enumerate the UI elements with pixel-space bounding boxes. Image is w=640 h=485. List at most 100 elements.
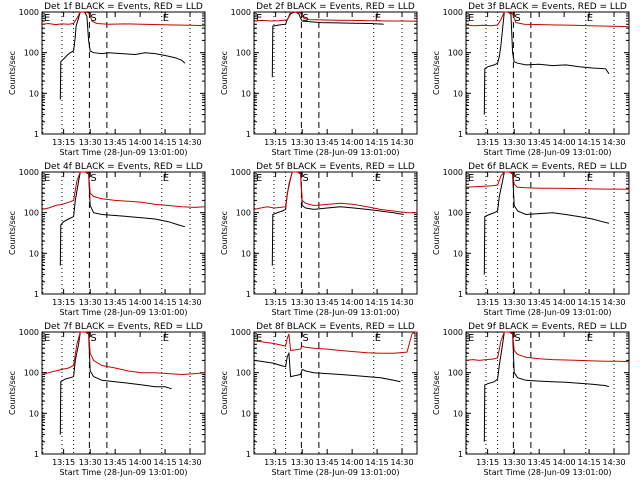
panel-det-4: Det 4f BLACK = Events, RED = LLD 1 10 100 10…: [8, 162, 206, 317]
marker-label: S: [302, 333, 308, 344]
y-tick-label: 10: [241, 409, 251, 418]
x-tick-label: 14:00: [553, 298, 576, 307]
x-tick-label: 14:30: [390, 298, 413, 307]
y-tick-label: 1000: [443, 8, 463, 17]
x-tick-label: 14:30: [390, 138, 413, 147]
marker-label: E: [468, 13, 474, 24]
x-tick-label: 13:45: [104, 138, 127, 147]
y-axis-label: Counts/sec: [220, 211, 229, 255]
panel-det-6: Det 6f BLACK = Events, RED = LLD 1 10 100 10…: [432, 162, 630, 317]
x-tick-label: 13:30: [79, 298, 102, 307]
panel-title: Det 8f BLACK = Events, RED = LLD: [256, 322, 415, 332]
panel-title: Det 7f BLACK = Events, RED = LLD: [44, 322, 203, 332]
marker-label: E: [587, 333, 593, 344]
series-events-line: [59, 11, 186, 100]
marker-label: S: [514, 333, 520, 344]
marker-label: E: [375, 333, 381, 344]
plot-frame: [465, 331, 630, 455]
y-tick-label: 1000: [19, 8, 39, 17]
x-tick-label: 14:30: [602, 298, 625, 307]
plot-frame: [253, 331, 418, 455]
plot-frame: [253, 11, 418, 135]
x-tick-label: 14:30: [178, 458, 201, 467]
y-axis-label: Counts/sec: [8, 371, 17, 415]
x-tick-label: 13:30: [291, 138, 314, 147]
series-lld-line: [465, 11, 630, 28]
x-tick-label: 14:15: [366, 298, 389, 307]
series-events-line: [253, 351, 401, 383]
y-tick-label: 10: [453, 409, 463, 418]
x-tick-label: 14:00: [129, 298, 152, 307]
x-axis-label: Start Time (28-Jun-09 13:01:00): [272, 468, 400, 477]
y-tick-label: 1: [34, 130, 39, 139]
plot-frame: [465, 11, 630, 135]
series-events-line: [483, 11, 610, 115]
y-tick-label: 10: [241, 89, 251, 98]
plot-frame: [41, 11, 206, 135]
x-tick-label: 14:00: [341, 298, 364, 307]
series-events-line: [271, 171, 404, 266]
series-events-line: [59, 331, 172, 435]
series-events-line: [59, 171, 186, 266]
y-tick-label: 100: [448, 49, 463, 58]
series-lld-line: [41, 11, 206, 27]
x-tick-label: 13:45: [528, 138, 551, 147]
x-tick-label: 14:00: [129, 138, 152, 147]
series-events-line: [271, 11, 384, 78]
x-axis-label: Start Time (28-Jun-09 13:01:00): [272, 308, 400, 317]
plot-frame: [41, 171, 206, 295]
marker-label: E: [163, 173, 169, 184]
x-axis-label: Start Time (28-Jun-09 13:01:00): [60, 468, 188, 477]
x-tick-label: 13:30: [79, 138, 102, 147]
y-tick-label: 10: [453, 249, 463, 258]
series-lld-line: [465, 331, 630, 363]
panel-title: Det 6f BLACK = Events, RED = LLD: [468, 162, 627, 172]
marker-label: S: [90, 173, 96, 184]
y-tick-label: 1000: [231, 168, 251, 177]
x-tick-label: 13:30: [291, 298, 314, 307]
y-tick-label: 1: [246, 450, 251, 459]
y-axis-label: Counts/sec: [432, 371, 441, 415]
marker-label: S: [302, 173, 308, 184]
panel-title: Det 4f BLACK = Events, RED = LLD: [44, 162, 203, 172]
marker-label: S: [514, 173, 520, 184]
x-axis-label: Start Time (28-Jun-09 13:01:00): [60, 148, 188, 157]
x-axis-label: Start Time (28-Jun-09 13:01:00): [272, 148, 400, 157]
y-axis-label: Counts/sec: [432, 51, 441, 95]
y-tick-label: 1: [246, 130, 251, 139]
x-tick-label: 13:45: [316, 298, 339, 307]
y-tick-label: 100: [24, 209, 39, 218]
y-tick-label: 1000: [19, 328, 39, 337]
x-tick-label: 13:15: [476, 138, 499, 147]
marker-label: S: [90, 333, 96, 344]
y-tick-label: 1: [458, 130, 463, 139]
marker-label: E: [44, 173, 50, 184]
series-lld-line: [253, 331, 417, 354]
x-axis-label: Start Time (28-Jun-09 13:01:00): [484, 148, 612, 157]
marker-label: E: [468, 333, 474, 344]
x-tick-label: 13:30: [503, 458, 526, 467]
y-tick-label: 1: [34, 290, 39, 299]
x-tick-label: 13:15: [476, 298, 499, 307]
y-tick-label: 100: [236, 209, 251, 218]
y-tick-label: 1000: [443, 168, 463, 177]
marker-label: E: [375, 13, 381, 24]
series-lld-line: [253, 171, 417, 214]
y-tick-label: 1: [458, 450, 463, 459]
marker-label: S: [90, 13, 96, 24]
x-tick-label: 14:00: [341, 138, 364, 147]
y-tick-label: 1: [458, 290, 463, 299]
y-axis-label: Counts/sec: [220, 51, 229, 95]
panel-det-8: Det 8f BLACK = Events, RED = LLD 1 10 100 10…: [220, 322, 418, 477]
panel-det-5: Det 5f BLACK = Events, RED = LLD 1 10 100 10…: [220, 162, 418, 317]
x-axis-label: Start Time (28-Jun-09 13:01:00): [484, 308, 612, 317]
x-axis-label: Start Time (28-Jun-09 13:01:00): [60, 308, 188, 317]
x-tick-label: 14:15: [154, 458, 177, 467]
plot-frame: [465, 171, 630, 295]
marker-label: S: [514, 13, 520, 24]
x-tick-label: 14:30: [602, 458, 625, 467]
y-axis-label: Counts/sec: [8, 211, 17, 255]
x-tick-label: 14:00: [341, 458, 364, 467]
x-tick-label: 14:30: [178, 298, 201, 307]
